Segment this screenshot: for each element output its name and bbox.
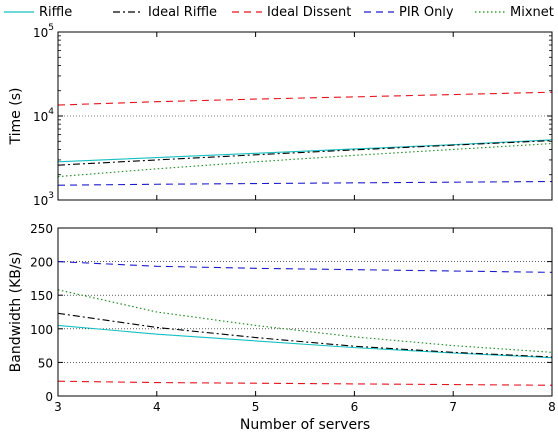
time-ytick-label: 104 [33, 107, 54, 124]
bandwidth-ytick-label: 100 [30, 323, 53, 337]
legend-label-riffle: Riffle [39, 5, 72, 20]
bandwidth-ytick-label: 150 [30, 289, 53, 303]
legend-label-ideal-dissent: Ideal Dissent [267, 5, 351, 20]
bandwidth-xtick-label: 5 [252, 400, 260, 414]
bandwidth-xtick-label: 3 [54, 400, 62, 414]
time-series-pir-only [57, 180, 553, 186]
bandwidth-xtick-label: 4 [153, 400, 161, 414]
time-panel: 103 104 105 Time (s) [8, 23, 553, 208]
bandwidth-y-axis-label: Bandwidth (KB/s) [8, 252, 24, 373]
bandwidth-series-pir-only [57, 261, 553, 273]
bandwidth-series-riffle [57, 324, 553, 359]
bandwidth-ytick-label: 0 [45, 390, 53, 404]
time-series-riffle [57, 139, 553, 163]
legend: Riffle Ideal Riffle Ideal Dissent PIR Only M… [4, 5, 554, 20]
bandwidth-series-mixnet [57, 289, 553, 353]
bandwidth-ytick-label: 200 [30, 256, 53, 270]
time-series-mixnet [57, 142, 553, 178]
time-ytick-label: 105 [33, 23, 54, 40]
bandwidth-x-axis-label: Number of servers [240, 417, 370, 433]
bandwidth-series-ideal-riffle [57, 312, 553, 358]
bandwidth-ytick-label: 50 [38, 356, 53, 370]
legend-label-pir-only: PIR Only [399, 5, 454, 20]
time-series-ideal-dissent [57, 91, 553, 106]
legend-label-ideal-riffle: Ideal Riffle [148, 5, 217, 20]
bandwidth-xtick-label: 6 [351, 400, 359, 414]
time-plot-frame [57, 31, 553, 201]
bandwidth-series-ideal-dissent [57, 380, 553, 386]
bandwidth-xtick-label: 7 [449, 400, 457, 414]
bandwidth-ytick-label: 250 [30, 222, 53, 236]
bandwidth-xtick-label: 8 [548, 400, 556, 414]
bandwidth-panel: 0 50 100 150 200 250 3 4 5 6 7 8 Bandwidth (KB/s) Num… [8, 222, 556, 433]
time-ytick-label: 103 [33, 191, 54, 208]
legend-label-mixnet: Mixnet [510, 5, 554, 20]
time-series-ideal-riffle [57, 140, 553, 166]
bandwidth-plot-frame [57, 227, 553, 397]
time-y-axis-label: Time (s) [8, 88, 24, 146]
